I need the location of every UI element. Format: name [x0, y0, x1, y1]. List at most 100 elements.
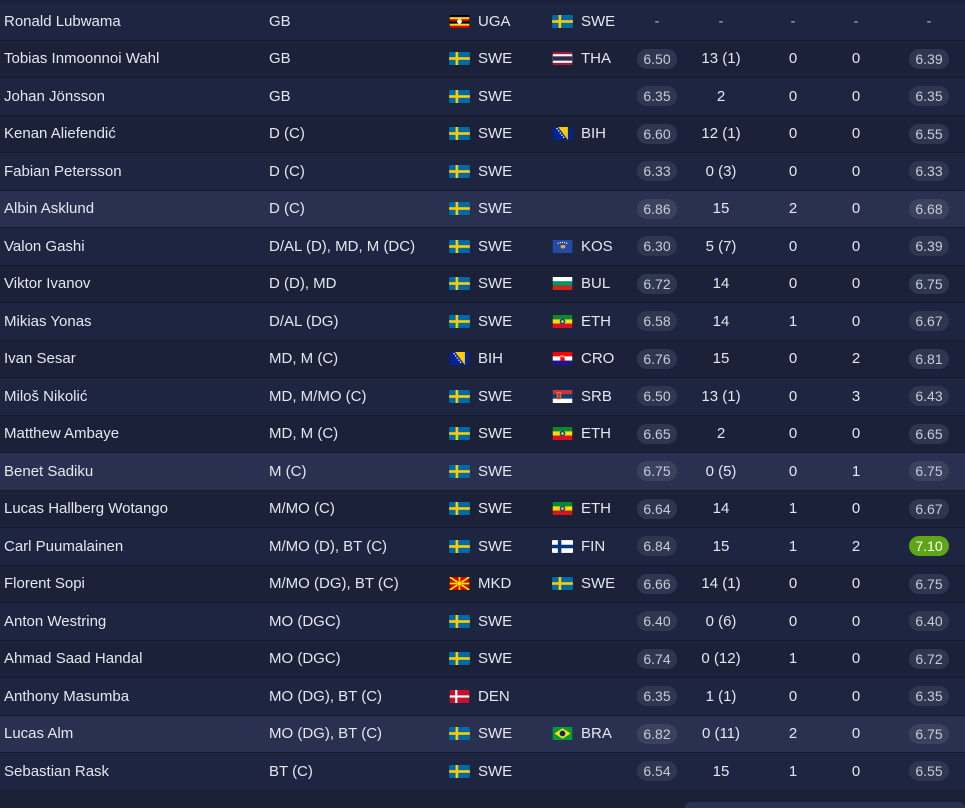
table-row[interactable]: Ronald Lubwama GB UGA SWE - - - - -: [0, 3, 965, 41]
table-row[interactable]: Valon Gashi D/AL (D), MD, M (DC) SWE KOS 6.3…: [0, 228, 965, 266]
table-row[interactable]: Sebastian Rask BT (C) SWE 6.54 15 1 0 6.55: [0, 753, 965, 791]
average-rating-badge: 6.65: [909, 423, 949, 444]
average-rating-cell: 7.10: [903, 528, 955, 565]
goals: 0: [788, 687, 798, 705]
table-row[interactable]: Ivan Sesar MD, M (C) BIH CRO 6.76 15 0 2 6.81: [0, 340, 965, 378]
player-name[interactable]: Albin Asklund: [4, 200, 95, 218]
player-name[interactable]: Anthony Masumba: [4, 687, 130, 705]
second-nationality: SWE: [552, 3, 632, 40]
table-row[interactable]: Johan Jönsson GB SWE 6.35 2 0 0 6.35: [0, 78, 965, 116]
swe-flag-icon: [449, 89, 470, 103]
player-name[interactable]: Ronald Lubwama: [4, 12, 121, 30]
rating-cell: 6.35: [633, 78, 681, 115]
player-name[interactable]: Anton Westring: [4, 612, 107, 630]
player-name[interactable]: Mikias Yonas: [4, 312, 92, 330]
srb-flag-icon: [552, 389, 573, 403]
table-row[interactable]: Florent Sopi M/MO (DG), BT (C) MKD SWE 6.66 1…: [0, 565, 965, 603]
swe-flag-icon: [449, 389, 470, 403]
rating-badge: 6.66: [637, 573, 677, 594]
table-row[interactable]: Mikias Yonas D/AL (DG) SWE ETH 6.58 14 1 0 6.67: [0, 303, 965, 341]
table-row[interactable]: Viktor Ivanov D (D), MD SWE BUL 6.72 14 0 0 6.75: [0, 265, 965, 303]
rating-badge: 6.64: [637, 498, 677, 519]
second-nationality: SWE: [552, 566, 632, 603]
nationality-code: UGA: [478, 12, 511, 30]
scroll-bar[interactable]: [685, 802, 965, 808]
rating-cell: 6.65: [633, 416, 681, 453]
table-row[interactable]: Lucas Hallberg Wotango M/MO (C) SWE ETH 6.64…: [0, 490, 965, 528]
player-name[interactable]: Kenan Aliefendić: [4, 125, 116, 143]
nationality-code: SWE: [478, 200, 513, 218]
average-rating-badge: 6.68: [909, 198, 949, 219]
player-name[interactable]: Benet Sadiku: [4, 462, 94, 480]
table-row[interactable]: Benet Sadiku M (C) SWE 6.75 0 (5) 0 1 6.75: [0, 453, 965, 491]
player-name[interactable]: Miloš Nikolić: [4, 387, 88, 405]
swe-flag-icon: [449, 727, 470, 741]
average-rating-cell: 6.75: [903, 566, 955, 603]
table-row[interactable]: Albin Asklund D (C) SWE 6.86 15 2 0 6.68: [0, 190, 965, 228]
player-name[interactable]: Viktor Ivanov: [4, 275, 91, 293]
player-name[interactable]: Florent Sopi: [4, 575, 85, 593]
nationality-code: SWE: [478, 312, 513, 330]
player-name[interactable]: Tobias Inmoonnoi Wahl: [4, 50, 160, 68]
table-row[interactable]: Kenan Aliefendić D (C) SWE BIH 6.60 12 (1) 0 0 6…: [0, 115, 965, 153]
assists: 2: [851, 350, 861, 368]
swe-flag-icon: [449, 277, 470, 291]
appearances: 0 (5): [705, 462, 737, 480]
second-nationality-code: BIH: [581, 125, 607, 143]
swe-flag-icon: [449, 239, 470, 253]
goals: -: [790, 12, 796, 30]
rating-badge: 6.40: [637, 611, 677, 632]
rating-cell: 6.58: [633, 303, 681, 340]
nationality: SWE: [449, 603, 544, 640]
table-row[interactable]: Lucas Alm MO (DG), BT (C) SWE BRA 6.82 0 (11)…: [0, 715, 965, 753]
player-name[interactable]: Valon Gashi: [4, 237, 85, 255]
assists: 0: [851, 275, 861, 293]
goals: 0: [788, 350, 798, 368]
player-name[interactable]: Matthew Ambaye: [4, 425, 120, 443]
player-position: D (C): [269, 125, 305, 143]
average-rating-cell: 6.67: [903, 303, 955, 340]
average-rating-badge: 6.75: [909, 723, 949, 744]
assists: 0: [851, 687, 861, 705]
second-nationality: [552, 753, 632, 790]
swe-flag-icon: [449, 202, 470, 216]
nationality-code: DEN: [478, 687, 510, 705]
average-rating-cell: 6.75: [903, 266, 955, 303]
table-row[interactable]: Anton Westring MO (DGC) SWE 6.40 0 (6) 0 0 6.40: [0, 603, 965, 641]
player-name[interactable]: Ahmad Saad Handal: [4, 650, 143, 668]
nationality: SWE: [449, 378, 544, 415]
average-rating-badge: 6.55: [909, 761, 949, 782]
average-rating-cell: 6.39: [903, 228, 955, 265]
average-rating-badge: 6.75: [909, 573, 949, 594]
squad-table: Ronald Lubwama GB UGA SWE - - - - - Tobias Inmoon…: [0, 3, 965, 791]
nationality: DEN: [449, 678, 544, 715]
table-row[interactable]: Ahmad Saad Handal MO (DGC) SWE 6.74 0 (12) 1 0…: [0, 640, 965, 678]
assists: 0: [851, 575, 861, 593]
assists: 0: [851, 612, 861, 630]
table-row[interactable]: Miloš Nikolić MD, M/MO (C) SWE SRB 6.50 13 (1…: [0, 378, 965, 416]
table-row[interactable]: Tobias Inmoonnoi Wahl GB SWE THA 6.50 13 (1) 0…: [0, 40, 965, 78]
rating-cell: 6.75: [633, 453, 681, 490]
player-name[interactable]: Fabian Petersson: [4, 162, 122, 180]
second-nationality: [552, 78, 632, 115]
player-name[interactable]: Ivan Sesar: [4, 350, 76, 368]
nationality: SWE: [449, 78, 544, 115]
appearances: 2: [716, 425, 726, 443]
player-name[interactable]: Carl Puumalainen: [4, 537, 124, 555]
nationality: SWE: [449, 266, 544, 303]
average-rating-badge: 6.75: [909, 461, 949, 482]
average-rating-badge: 6.33: [909, 161, 949, 182]
player-name[interactable]: Lucas Hallberg Wotango: [4, 500, 168, 518]
table-row[interactable]: Matthew Ambaye MD, M (C) SWE ETH 6.65 2 0 0 6.65: [0, 415, 965, 453]
table-row[interactable]: Anthony Masumba MO (DG), BT (C) DEN 6.35 1 (…: [0, 678, 965, 716]
goals: 0: [788, 612, 798, 630]
appearances: 15: [712, 537, 730, 555]
table-row[interactable]: Carl Puumalainen M/MO (D), BT (C) SWE FIN 6.…: [0, 528, 965, 566]
appearances: 13 (1): [701, 387, 741, 405]
player-name[interactable]: Sebastian Rask: [4, 762, 110, 780]
player-name[interactable]: Lucas Alm: [4, 725, 74, 743]
player-position: GB: [269, 50, 291, 68]
player-name[interactable]: Johan Jönsson: [4, 87, 105, 105]
table-row[interactable]: Fabian Petersson D (C) SWE 6.33 0 (3) 0 0 6.33: [0, 153, 965, 191]
fin-flag-icon: [552, 539, 573, 553]
